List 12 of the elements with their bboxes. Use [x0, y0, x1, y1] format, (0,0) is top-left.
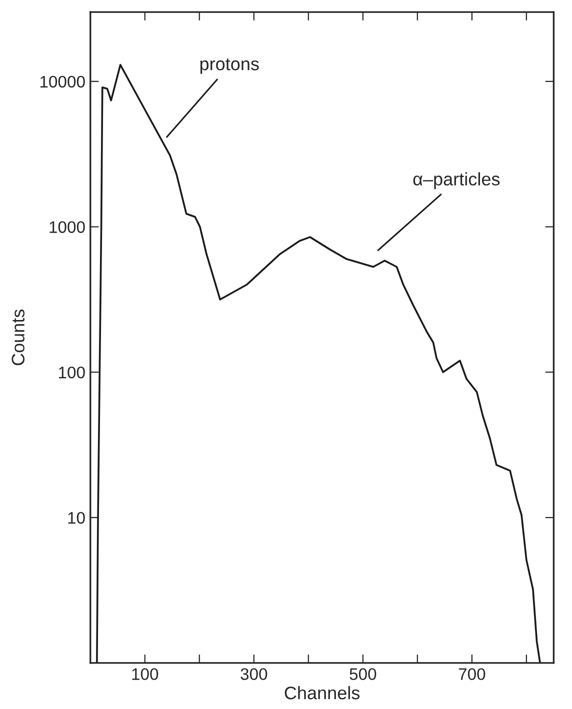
y-tick-label: 10: [68, 512, 85, 524]
y-tick-label: 10000: [40, 76, 85, 88]
y-tick-label: 100: [58, 366, 85, 378]
annotation: α–particles: [413, 172, 500, 190]
annotation: protons: [200, 58, 259, 74]
x-tick-label: 500: [350, 668, 376, 680]
x-axis-title: Channels: [284, 686, 360, 700]
x-tick-label: 300: [240, 668, 268, 680]
y-tick-label: 1000: [50, 221, 85, 233]
x-tick-label: 700: [458, 668, 486, 680]
y-axis-title: Counts: [12, 310, 24, 366]
x-tick-label: 100: [132, 668, 158, 680]
